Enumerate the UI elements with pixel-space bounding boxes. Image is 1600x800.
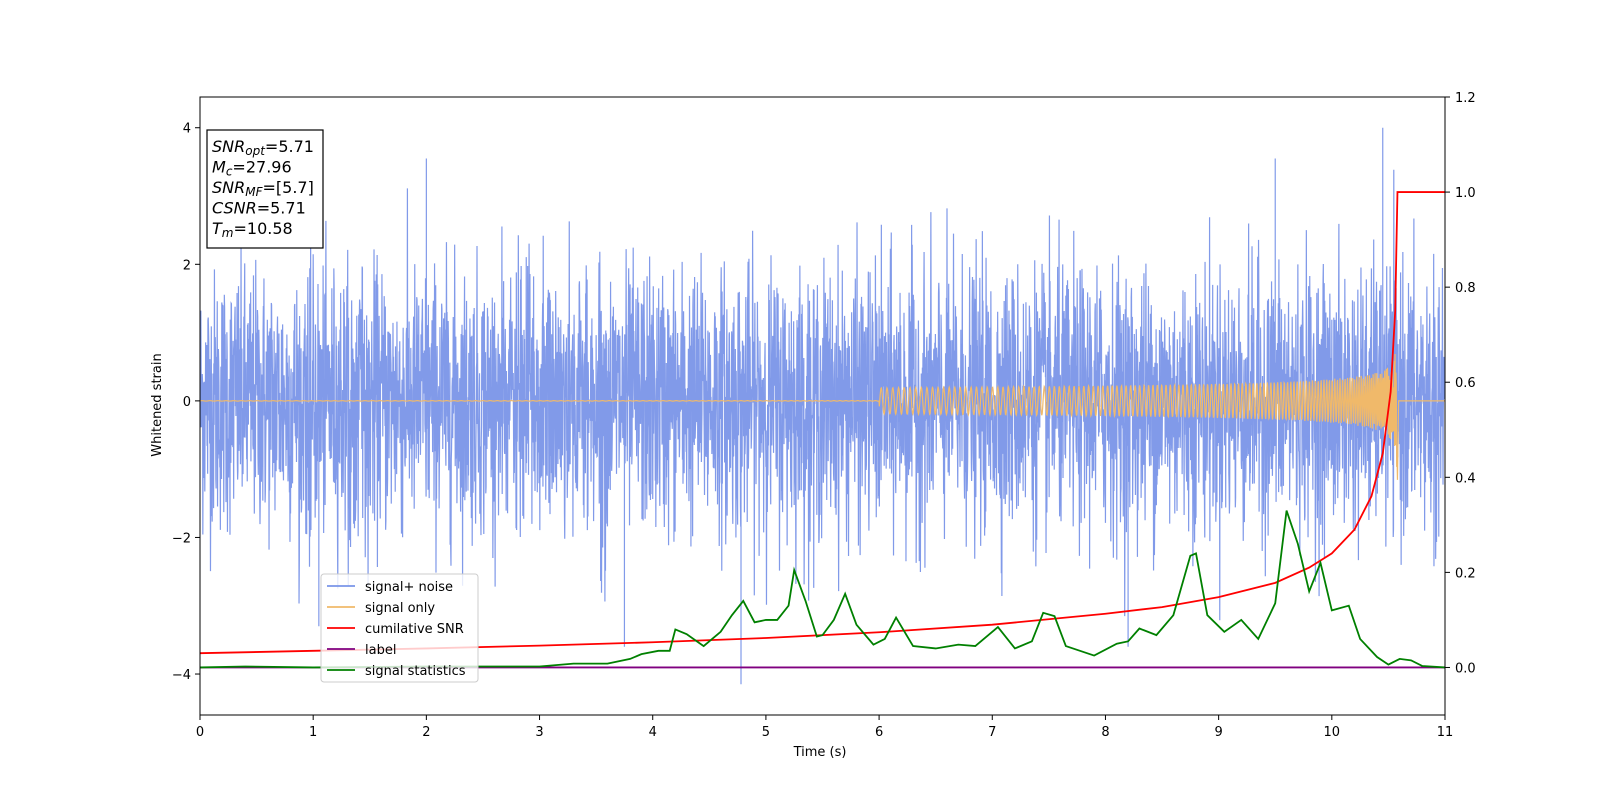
legend: signal+ noise signal only cumilative SNR la… (320, 573, 479, 683)
x-tick-label: 1 (309, 725, 317, 740)
legend-label: cumilative SNR (365, 622, 464, 637)
annotation-line: SNRopt=5.71 (212, 137, 314, 158)
legend-label: signal only (365, 601, 435, 616)
legend-label: label (365, 643, 396, 658)
y-axis-label: Whitened strain (150, 353, 165, 456)
axes-frame (199, 96, 1446, 716)
y-axis-right: 0.0 0.2 0.4 0.6 0.8 1.0 1.2 (1445, 91, 1476, 676)
y2-tick-label: 0.4 (1455, 471, 1476, 486)
y-tick-label: −4 (172, 668, 191, 683)
annotation-line: CSNR=5.71 (212, 199, 306, 218)
x-axis: 0 1 2 3 4 5 6 7 8 9 10 11 (196, 715, 1453, 740)
x-tick-label: 11 (1437, 725, 1454, 740)
y2-tick-label: 0.0 (1455, 661, 1476, 676)
axes-border (199, 96, 1446, 716)
annotation-box: SNRopt=5.71Mc=27.96SNRMF=[5.7]CSNR=5.71T… (206, 129, 324, 249)
x-tick-label: 6 (875, 725, 883, 740)
x-tick-label: 3 (535, 725, 543, 740)
series-cumulative-snr (200, 191, 1445, 655)
x-tick-label: 10 (1324, 725, 1341, 740)
x-tick-label: 8 (1101, 725, 1109, 740)
y-axis-left: −4 −2 0 2 4 (172, 122, 200, 683)
x-tick-label: 2 (422, 725, 430, 740)
annotation-line: Tm=10.58 (212, 219, 293, 240)
x-tick-label: 5 (762, 725, 770, 740)
series-signal-statistics (200, 510, 1445, 669)
legend-label: signal statistics (365, 664, 466, 679)
annotation-line: Mc=27.96 (212, 158, 292, 179)
x-axis-label: Time (s) (793, 745, 847, 760)
annotation-frame (206, 129, 324, 249)
y2-tick-label: 1.0 (1455, 186, 1476, 201)
series-signal-only (200, 354, 1445, 480)
x-tick-label: 7 (988, 725, 996, 740)
y-tick-label: −2 (172, 531, 191, 546)
y-tick-label: 2 (183, 258, 191, 273)
y2-tick-label: 0.8 (1455, 281, 1476, 296)
y2-tick-label: 0.6 (1455, 376, 1476, 391)
legend-frame (320, 573, 479, 683)
x-tick-label: 9 (1214, 725, 1222, 740)
x-tick-label: 0 (196, 725, 204, 740)
legend-label: signal+ noise (365, 580, 453, 595)
y-tick-label: 0 (183, 395, 191, 410)
y2-tick-label: 0.2 (1455, 566, 1476, 581)
annotation-line: SNRMF=[5.7] (212, 178, 314, 199)
y-tick-label: 4 (183, 122, 191, 137)
y2-tick-label: 1.2 (1455, 91, 1476, 106)
x-tick-label: 4 (649, 725, 657, 740)
series-signal-noise (200, 127, 1445, 685)
